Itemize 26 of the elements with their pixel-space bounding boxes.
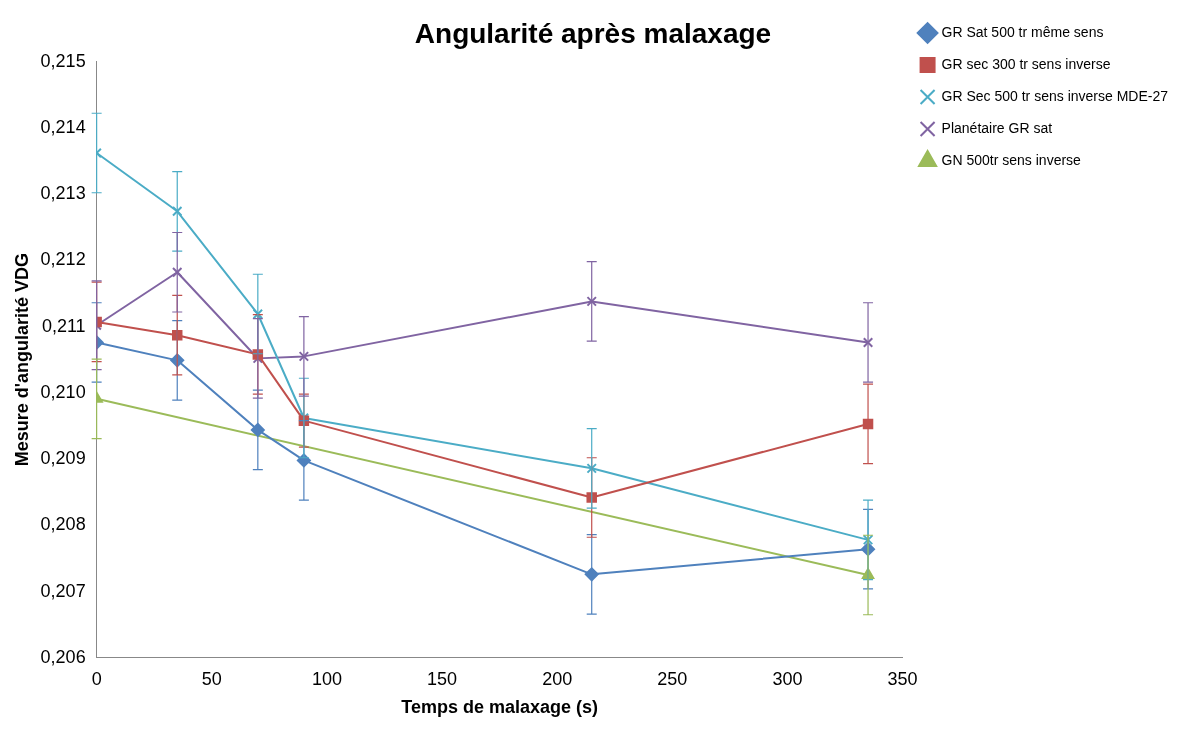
y-tick-label: 0,208 — [40, 514, 86, 535]
x-tick-label: 300 — [772, 668, 803, 689]
x-tick-label: 250 — [657, 668, 688, 689]
legend-label: GR sec 300 tr sens inverse — [941, 55, 1111, 72]
y-tick-label: 0,207 — [40, 580, 86, 601]
legend-label: GR Sat 500 tr même sens — [941, 23, 1104, 40]
x-tick-label: 50 — [201, 668, 222, 689]
x-axis-title: Temps de malaxage (s) — [401, 697, 598, 718]
x-tick-label: 0 — [91, 668, 102, 689]
y-tick-label: 0,209 — [40, 448, 86, 469]
x-tick-label: 200 — [542, 668, 573, 689]
y-tick-label: 0,210 — [40, 381, 86, 402]
legend-label: Planétaire GR sat — [941, 119, 1053, 136]
x-tick-label: 350 — [887, 668, 918, 689]
y-axis-title: Mesure d'angularité VDG — [11, 253, 32, 467]
x-tick-label: 100 — [311, 668, 342, 689]
legend-label: GN 500tr sens inverse — [941, 151, 1082, 168]
y-tick-label: 0,212 — [40, 249, 86, 270]
legend-label: GR Sec 500 tr sens inverse MDE-27 — [941, 87, 1169, 104]
y-tick-label: 0,211 — [41, 315, 86, 336]
x-tick-label: 150 — [427, 668, 458, 689]
y-tick-label: 0,215 — [40, 50, 86, 71]
y-tick-label: 0,213 — [40, 183, 86, 204]
chart-title: Angularité après malaxage — [414, 17, 772, 49]
y-tick-label: 0,206 — [40, 646, 86, 667]
y-tick-label: 0,214 — [40, 116, 86, 137]
